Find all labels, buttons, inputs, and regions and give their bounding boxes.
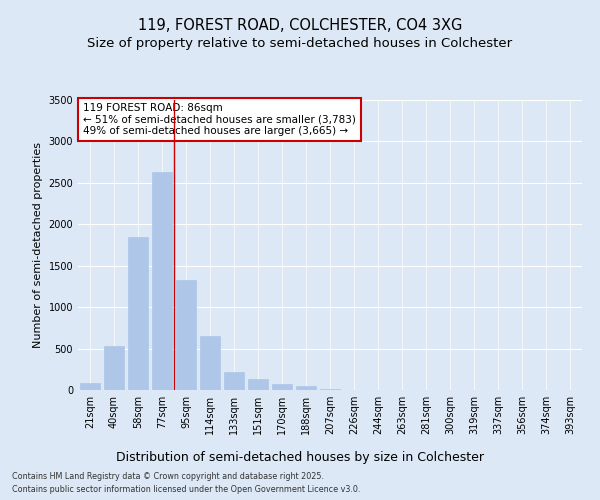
Text: Size of property relative to semi-detached houses in Colchester: Size of property relative to semi-detach… xyxy=(88,38,512,51)
Text: 119, FOREST ROAD, COLCHESTER, CO4 3XG: 119, FOREST ROAD, COLCHESTER, CO4 3XG xyxy=(138,18,462,32)
Bar xyxy=(296,386,316,390)
Bar xyxy=(224,372,244,390)
Text: 119 FOREST ROAD: 86sqm
← 51% of semi-detached houses are smaller (3,783)
49% of : 119 FOREST ROAD: 86sqm ← 51% of semi-det… xyxy=(83,103,356,136)
Bar xyxy=(152,172,172,390)
Text: Distribution of semi-detached houses by size in Colchester: Distribution of semi-detached houses by … xyxy=(116,451,484,464)
Bar xyxy=(272,384,292,390)
Bar xyxy=(128,236,148,390)
Text: Contains public sector information licensed under the Open Government Licence v3: Contains public sector information licen… xyxy=(12,485,361,494)
Bar xyxy=(248,379,268,390)
Text: Contains HM Land Registry data © Crown copyright and database right 2025.: Contains HM Land Registry data © Crown c… xyxy=(12,472,324,481)
Y-axis label: Number of semi-detached properties: Number of semi-detached properties xyxy=(33,142,43,348)
Bar xyxy=(200,336,220,390)
Bar xyxy=(320,389,340,390)
Bar xyxy=(176,280,196,390)
Bar xyxy=(104,346,124,390)
Bar xyxy=(80,384,100,390)
